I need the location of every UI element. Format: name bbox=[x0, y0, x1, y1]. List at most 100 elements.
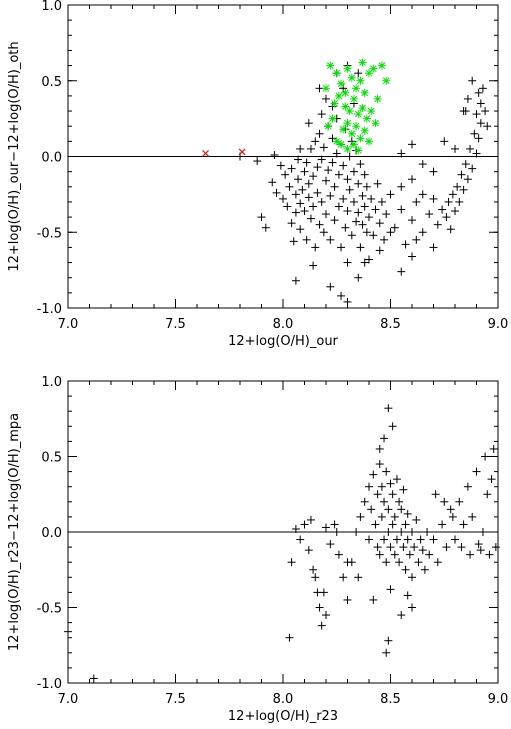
x-axis-label: 12+log(O/H)_r23 bbox=[228, 709, 338, 724]
data-point-plus bbox=[466, 144, 475, 153]
data-point-plus bbox=[388, 422, 397, 431]
data-point-plus bbox=[461, 160, 470, 169]
data-point-plus bbox=[474, 134, 483, 143]
data-point-plus bbox=[463, 94, 472, 103]
x-tick-label: 8.5 bbox=[380, 317, 401, 332]
data-point-asterisk bbox=[343, 64, 352, 73]
data-point-asterisk bbox=[352, 84, 361, 93]
y-tick-label: -1.0 bbox=[37, 302, 62, 317]
data-point-plus bbox=[487, 475, 496, 484]
data-point-plus bbox=[412, 197, 421, 206]
data-point-plus bbox=[354, 273, 363, 282]
data-point-plus bbox=[373, 179, 382, 188]
data-point-plus bbox=[453, 182, 462, 191]
data-point-plus bbox=[468, 76, 477, 85]
data-point-plus bbox=[360, 202, 369, 211]
data-point-plus bbox=[388, 490, 397, 499]
y-axis-label: 12+log(O/H)_r23−12+log(O/H)_mpa bbox=[7, 413, 22, 651]
data-point-plus bbox=[470, 129, 479, 138]
y-tick-label: 1.0 bbox=[41, 0, 62, 14]
data-point-plus bbox=[287, 164, 296, 173]
data-point-plus bbox=[455, 497, 464, 506]
data-point-asterisk bbox=[332, 69, 341, 78]
data-point-plus bbox=[296, 199, 305, 208]
data-point-plus bbox=[399, 485, 408, 494]
data-point-plus bbox=[478, 84, 487, 93]
data-point-plus bbox=[291, 208, 300, 217]
data-point-plus bbox=[377, 482, 386, 491]
data-point-plus bbox=[433, 220, 442, 229]
data-point-plus bbox=[481, 107, 490, 116]
x-tick-label: 7.5 bbox=[165, 692, 186, 707]
data-point-plus bbox=[386, 228, 395, 237]
data-point-asterisk bbox=[360, 88, 369, 97]
x-tick-label: 8.5 bbox=[380, 692, 401, 707]
data-point-plus bbox=[322, 210, 330, 219]
data-point-plus bbox=[390, 512, 399, 521]
data-point-plus bbox=[386, 543, 395, 552]
data-point-plus bbox=[425, 210, 434, 219]
data-point-plus bbox=[369, 595, 378, 604]
data-point-plus bbox=[365, 482, 373, 491]
data-point-asterisk bbox=[332, 137, 341, 146]
data-point-plus bbox=[431, 490, 440, 499]
data-point-x bbox=[238, 148, 246, 156]
data-point-plus bbox=[457, 543, 466, 552]
data-point-plus bbox=[326, 540, 335, 549]
data-point-plus bbox=[369, 231, 378, 240]
data-point-plus bbox=[89, 674, 98, 683]
data-point-asterisk bbox=[356, 76, 365, 85]
data-point-asterisk bbox=[349, 140, 358, 149]
data-point-plus bbox=[322, 94, 330, 103]
data-point-plus bbox=[397, 205, 406, 214]
data-point-plus bbox=[330, 520, 339, 529]
data-point-asterisk bbox=[341, 88, 350, 97]
data-point-plus bbox=[332, 149, 341, 158]
data-point-plus bbox=[283, 202, 292, 211]
data-point-plus bbox=[463, 175, 472, 184]
data-point-asterisk bbox=[358, 58, 367, 67]
data-point-plus bbox=[429, 167, 438, 176]
data-point-asterisk bbox=[371, 119, 380, 128]
data-point-plus bbox=[489, 444, 498, 453]
data-point-plus bbox=[390, 550, 399, 559]
data-point-asterisk bbox=[354, 146, 363, 155]
data-point-plus bbox=[392, 535, 401, 544]
data-point-plus bbox=[403, 535, 412, 544]
data-point-plus bbox=[315, 220, 324, 229]
data-point-plus bbox=[440, 137, 449, 146]
data-point-plus bbox=[410, 543, 419, 552]
data-point-asterisk bbox=[367, 107, 376, 116]
data-point-plus bbox=[309, 261, 318, 270]
data-point-plus bbox=[384, 636, 393, 645]
data-point-plus bbox=[343, 558, 352, 567]
data-point-plus bbox=[343, 175, 352, 184]
data-point-plus bbox=[356, 512, 365, 521]
y-tick-label: 0.0 bbox=[41, 526, 62, 541]
data-point-plus bbox=[356, 160, 365, 169]
data-point-plus bbox=[384, 505, 393, 514]
y-tick-label: 0.5 bbox=[41, 451, 62, 466]
data-point-plus bbox=[382, 467, 391, 476]
data-point-plus bbox=[459, 185, 468, 194]
data-point-plus bbox=[401, 240, 410, 249]
data-point-plus bbox=[328, 134, 337, 143]
data-point-plus bbox=[326, 282, 335, 291]
data-point-plus bbox=[360, 497, 369, 506]
data-point-asterisk bbox=[382, 76, 391, 85]
data-point-plus bbox=[300, 167, 309, 176]
data-point-plus bbox=[306, 144, 315, 153]
data-point-plus bbox=[337, 291, 346, 300]
data-point-plus bbox=[429, 194, 438, 203]
data-point-plus bbox=[354, 208, 363, 217]
data-point-plus bbox=[444, 197, 453, 206]
data-point-plus bbox=[405, 550, 414, 559]
data-point-asterisk bbox=[352, 122, 361, 131]
data-point-plus bbox=[369, 470, 378, 479]
data-point-plus bbox=[472, 149, 481, 158]
data-point-plus bbox=[478, 528, 487, 536]
data-point-plus bbox=[296, 535, 305, 544]
data-point-plus bbox=[474, 88, 483, 97]
x-tick-label: 9.0 bbox=[488, 692, 509, 707]
data-point-plus bbox=[401, 520, 410, 529]
